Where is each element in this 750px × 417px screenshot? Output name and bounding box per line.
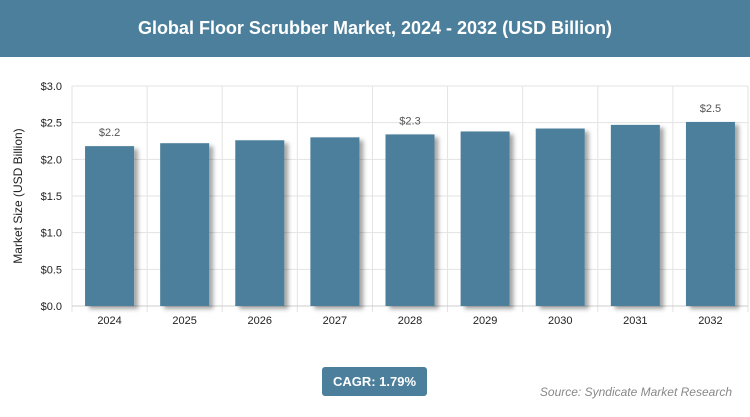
- source-note: Source: Syndicate Market Research: [539, 385, 732, 399]
- x-tick-label: 2031: [623, 315, 647, 327]
- y-tick-label: $2.0: [41, 154, 62, 166]
- bar-2026: [235, 140, 285, 306]
- y-tick-label: $3.0: [41, 81, 62, 93]
- x-tick-label: 2025: [172, 315, 196, 327]
- bar-2024: [85, 146, 135, 306]
- bar-2031: [610, 124, 660, 306]
- y-tick-label: $2.5: [41, 118, 62, 130]
- y-axis-label: Market Size (USD Billion): [11, 128, 25, 263]
- x-tick-label: 2027: [323, 315, 347, 327]
- data-label: $2.3: [399, 115, 420, 127]
- x-tick-label: 2026: [248, 315, 272, 327]
- y-tick-label: $0.5: [41, 264, 62, 276]
- bar-2029: [460, 131, 510, 306]
- chart-title: Global Floor Scrubber Market, 2024 - 203…: [0, 0, 750, 57]
- x-tick-label: 2024: [97, 315, 121, 327]
- x-tick-label: 2030: [548, 315, 572, 327]
- bar-2030: [535, 128, 585, 306]
- data-label: $2.2: [99, 127, 120, 139]
- bar-2028: [385, 134, 435, 306]
- y-tick-label: $1.0: [41, 228, 62, 240]
- y-tick-label: $1.5: [41, 191, 62, 203]
- bar-2027: [310, 137, 360, 306]
- bar-2032: [685, 121, 735, 306]
- y-tick-label: $0.0: [41, 301, 62, 313]
- bar-2025: [160, 143, 210, 306]
- x-tick-label: 2029: [473, 315, 497, 327]
- x-tick-label: 2032: [698, 315, 722, 327]
- x-tick-label: 2028: [398, 315, 422, 327]
- data-label: $2.5: [700, 103, 721, 115]
- cagr-badge: CAGR: 1.79%: [322, 367, 427, 396]
